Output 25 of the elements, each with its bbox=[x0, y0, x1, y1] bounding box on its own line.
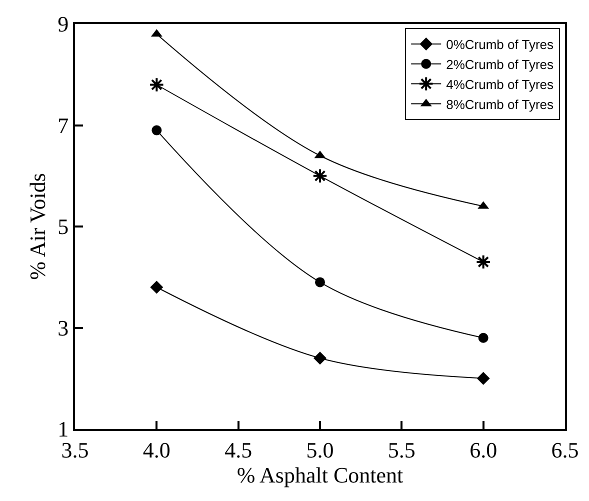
legend-label: 8%Crumb of Tyres bbox=[446, 96, 554, 112]
point bbox=[476, 372, 490, 385]
y-axis-title: % Air Voids bbox=[24, 173, 50, 280]
x-axis-title: % Asphalt Content bbox=[236, 462, 404, 488]
x-tick-label: 4.5 bbox=[224, 437, 252, 462]
y-tick-label: 3 bbox=[58, 315, 69, 340]
point bbox=[312, 168, 328, 184]
y-tick-label: 9 bbox=[58, 12, 69, 37]
x-tick-label: 5.5 bbox=[388, 437, 416, 462]
x-tick-label: 4.0 bbox=[142, 437, 170, 462]
legend-label: 4%Crumb of Tyres bbox=[446, 76, 554, 92]
point bbox=[150, 280, 164, 294]
point bbox=[476, 254, 491, 270]
y-tick-label: 7 bbox=[58, 112, 69, 138]
point bbox=[314, 352, 326, 365]
x-tick-label: 5.0 bbox=[306, 437, 334, 462]
point bbox=[149, 77, 164, 92]
x-tick-label: 6.0 bbox=[470, 437, 498, 462]
point bbox=[152, 125, 162, 136]
y-tick-label: 5 bbox=[58, 214, 69, 240]
legend-label: 0%Crumb of Tyres bbox=[446, 37, 554, 52]
point bbox=[478, 332, 488, 343]
legend-label: 2%Crumb of Tyres bbox=[446, 56, 554, 72]
point bbox=[315, 277, 325, 288]
x-tick-label: 6.5 bbox=[551, 437, 579, 462]
